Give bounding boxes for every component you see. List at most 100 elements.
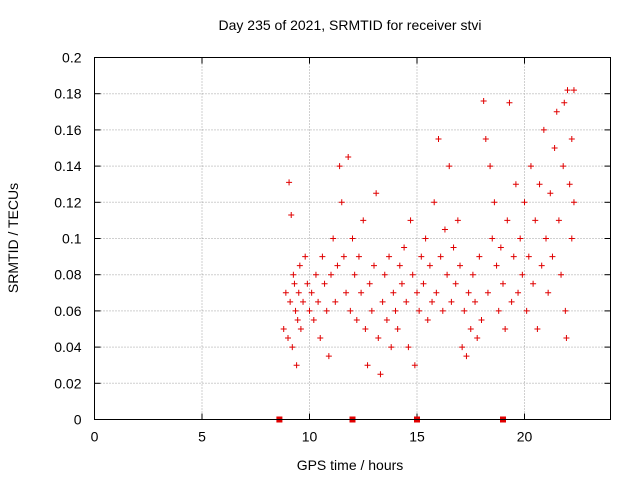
plot-frame: [94, 57, 611, 420]
data-point: [551, 145, 558, 151]
x-tick-label: 15: [409, 429, 425, 445]
data-point: [293, 362, 300, 369]
data-point: [362, 326, 369, 332]
x-axis-label: GPS time / hours: [297, 457, 404, 473]
data-point: [555, 217, 562, 224]
data-point: [564, 87, 571, 94]
data-point: [414, 289, 420, 296]
y-tick-label: 0.1: [62, 231, 82, 247]
data-point: [338, 199, 345, 206]
data-point: [351, 271, 358, 278]
data-point: [446, 163, 453, 170]
data-point: [543, 235, 549, 242]
data-point: [355, 253, 362, 260]
data-point: [317, 335, 324, 342]
data-point: [416, 307, 423, 314]
data-point: [461, 307, 468, 314]
data-point: [343, 289, 350, 296]
data-points: [280, 87, 577, 378]
data-point: [437, 253, 444, 260]
data-point: [398, 280, 405, 287]
data-point: [459, 344, 466, 351]
data-point: [280, 326, 287, 332]
data-point: [441, 226, 448, 233]
data-point: [297, 326, 304, 332]
data-point: [401, 244, 408, 251]
data-point: [487, 163, 494, 170]
data-point: [454, 217, 461, 224]
data-point: [495, 307, 502, 314]
data-point: [561, 99, 568, 106]
data-point: [530, 280, 537, 287]
y-tick-label: 0.16: [54, 122, 81, 138]
data-point: [482, 135, 489, 142]
data-point: [424, 316, 431, 323]
data-point: [420, 280, 427, 287]
data-point: [480, 97, 487, 104]
data-point: [379, 298, 386, 305]
data-point: [570, 87, 577, 94]
data-point: [536, 181, 543, 188]
x-tick-label: 10: [302, 429, 318, 445]
data-point: [525, 253, 532, 260]
data-point: [289, 344, 296, 351]
data-point: [287, 298, 294, 305]
data-point: [312, 271, 319, 278]
data-point: [403, 298, 410, 305]
data-point: [493, 262, 500, 269]
data-point: [510, 253, 517, 260]
data-point: [360, 217, 367, 224]
data-point: [426, 262, 433, 269]
data-point: [444, 271, 451, 278]
data-point: [345, 154, 352, 161]
data-point: [302, 253, 309, 260]
y-tick-label: 0: [74, 412, 82, 428]
x-tick-label: 0: [91, 429, 99, 445]
data-point: [296, 262, 303, 269]
data-point: [534, 326, 541, 332]
data-point: [405, 344, 412, 351]
data-point: [323, 307, 330, 314]
data-point: [474, 335, 481, 342]
data-point: [515, 289, 522, 296]
y-tick-label: 0.08: [54, 267, 81, 283]
data-point: [290, 271, 297, 278]
data-point: [332, 298, 339, 305]
data-point: [330, 235, 337, 242]
data-point: [418, 253, 425, 260]
data-point: [358, 289, 365, 296]
data-point: [394, 326, 401, 332]
x-tick-label: 5: [198, 429, 206, 445]
y-tick-label: 0.18: [54, 86, 81, 102]
data-point: [392, 307, 399, 314]
data-point: [504, 217, 511, 224]
data-point: [452, 280, 459, 287]
data-point: [469, 271, 476, 278]
data-point: [538, 262, 545, 269]
data-point: [288, 211, 295, 218]
data-point: [306, 307, 313, 314]
data-point: [521, 199, 528, 206]
data-point: [336, 163, 343, 170]
data-point: [478, 316, 485, 323]
data-point: [463, 353, 470, 360]
data-point: [527, 163, 534, 170]
data-point: [512, 181, 519, 188]
data-point: [368, 307, 375, 314]
data-point: [321, 280, 328, 287]
y-axis-label: SRMTID / TECUs: [5, 183, 21, 293]
data-point: [457, 262, 463, 269]
data-point: [334, 262, 341, 269]
data-point: [328, 271, 334, 278]
data-point: [563, 335, 570, 342]
data-point: [371, 262, 377, 269]
data-point: [364, 362, 371, 369]
data-point: [422, 235, 429, 242]
data-point: [489, 235, 496, 242]
data-point: [465, 289, 472, 296]
y-tick-label: 0.14: [54, 158, 81, 174]
data-point: [517, 235, 524, 242]
data-point: [545, 289, 552, 296]
data-point: [285, 335, 291, 342]
